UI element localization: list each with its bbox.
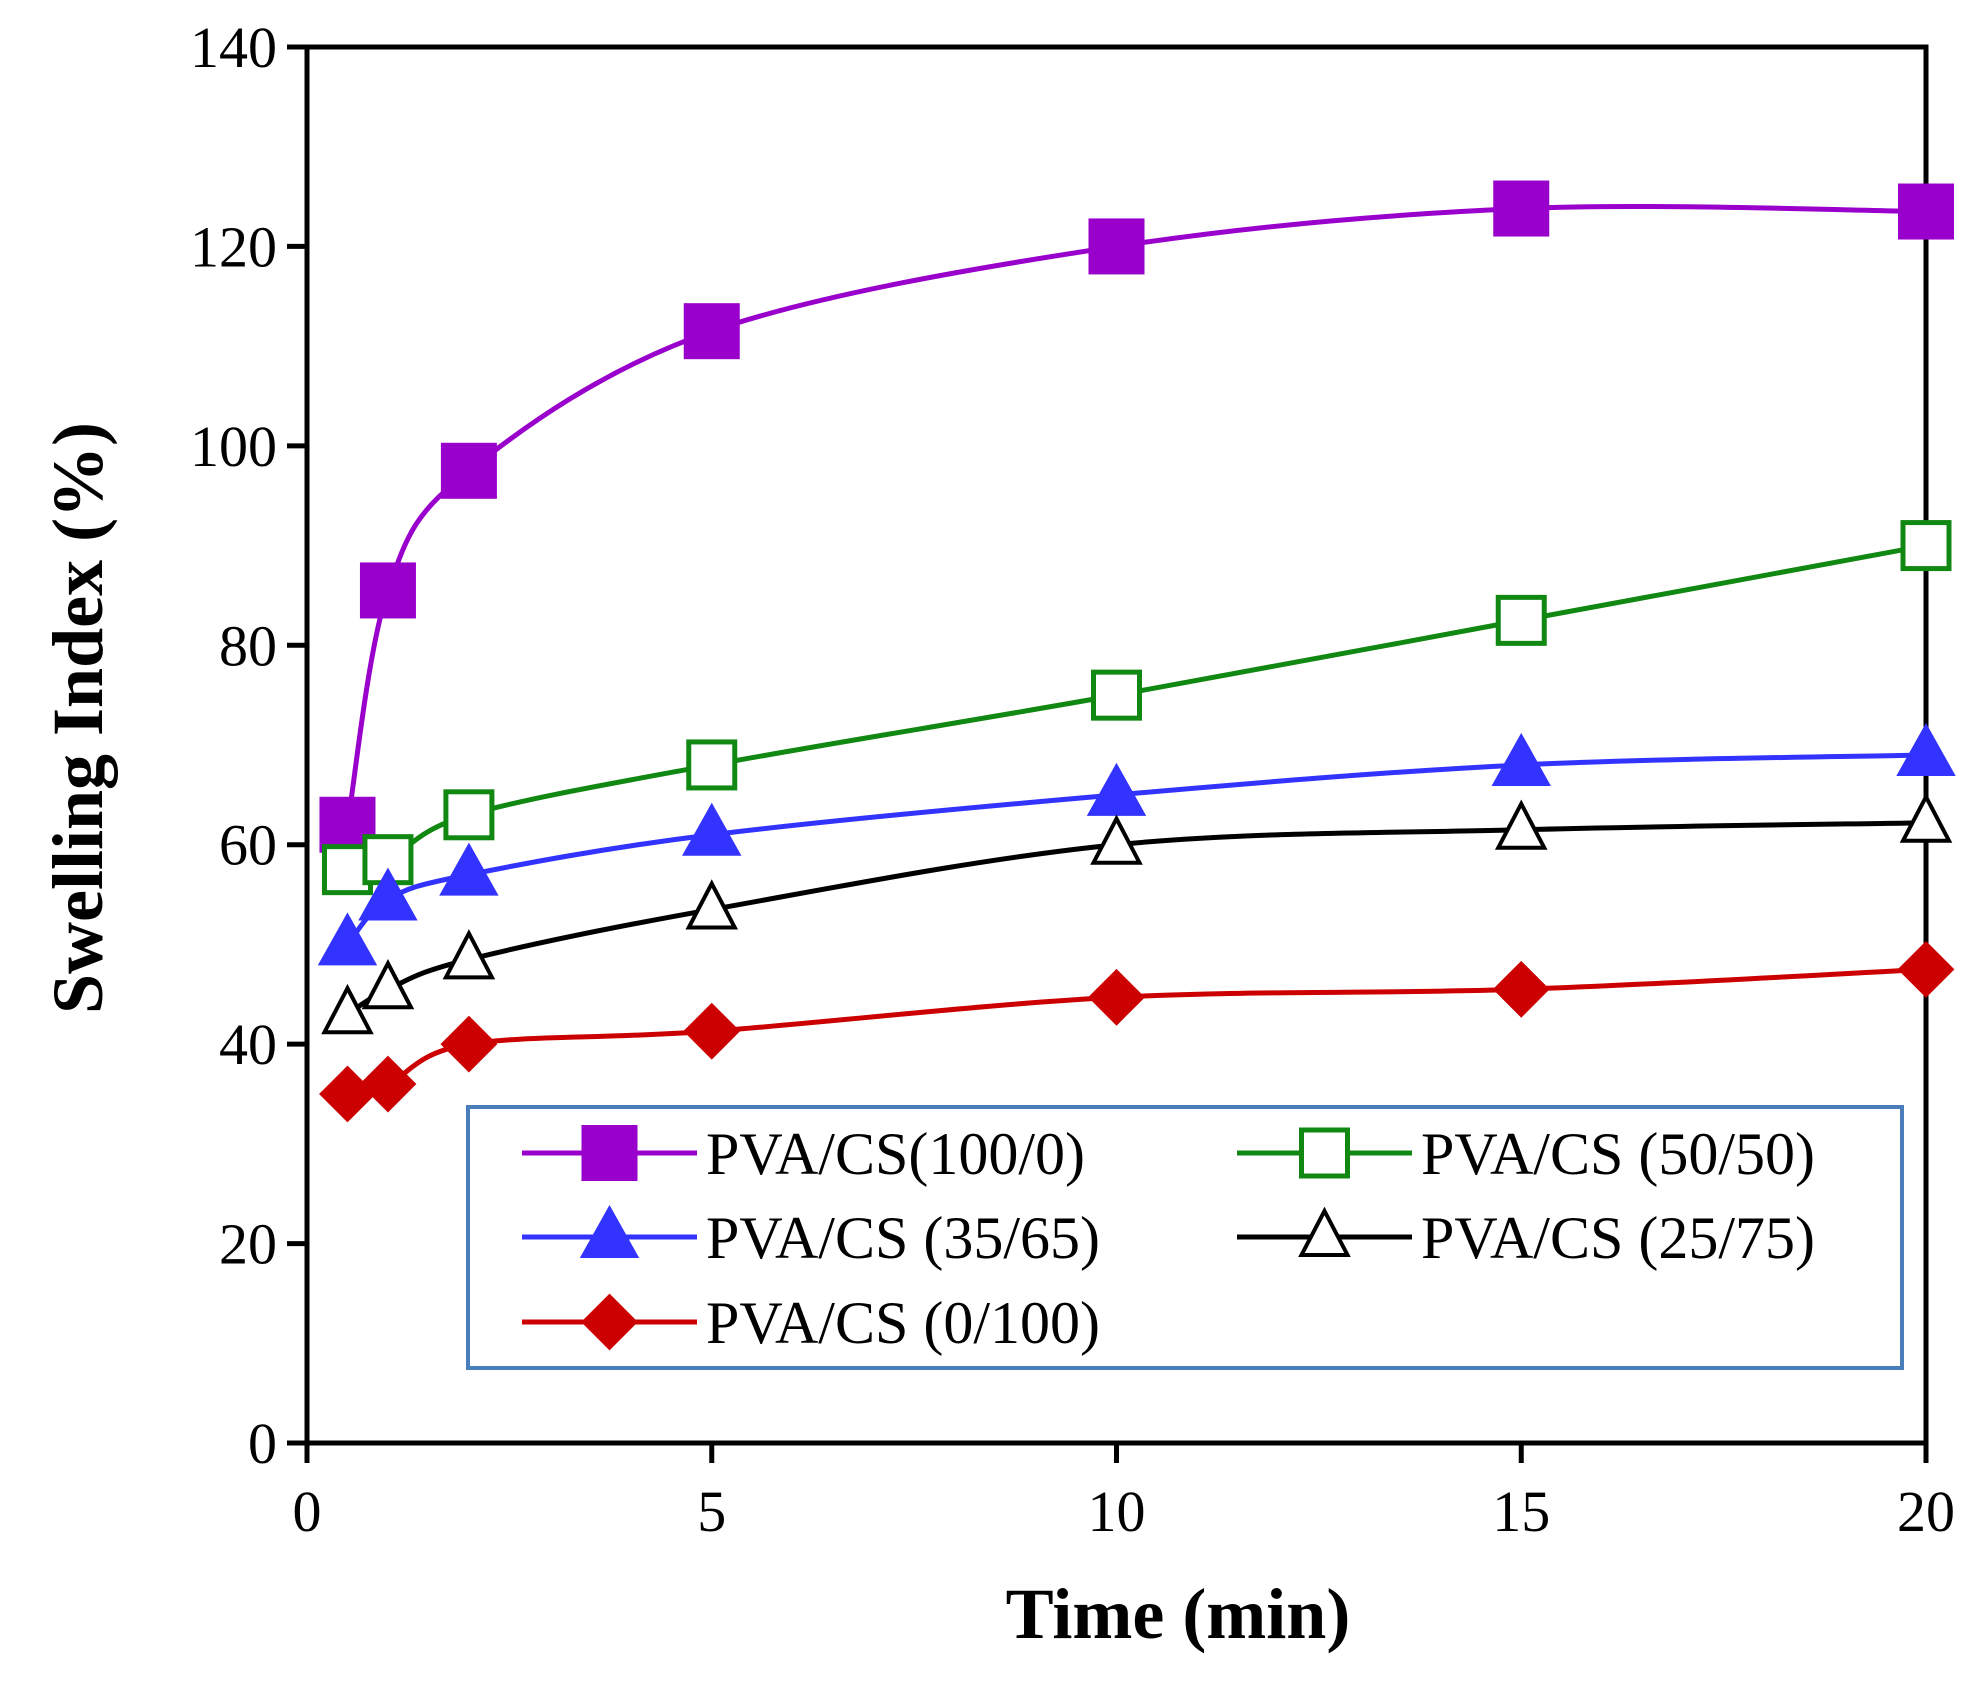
series-line bbox=[346, 966, 1927, 1097]
data-point bbox=[361, 958, 415, 1010]
data-point bbox=[439, 842, 499, 896]
legend-label: PVA/CS(100/0) bbox=[706, 1121, 1085, 1187]
data-point bbox=[442, 929, 496, 980]
legend-label: PVA/CS (50/50) bbox=[1421, 1121, 1815, 1187]
data-point bbox=[1086, 762, 1147, 816]
legend-label: PVA/CS (0/100) bbox=[706, 1290, 1100, 1356]
legend-item: PVA/CS (50/50) bbox=[1237, 1121, 1815, 1187]
data-point bbox=[1897, 940, 1955, 998]
series-1 bbox=[321, 520, 1952, 896]
y-tick-label: 120 bbox=[190, 214, 277, 279]
series-layer bbox=[317, 180, 1956, 1123]
data-point bbox=[1898, 183, 1954, 240]
data-point bbox=[1492, 960, 1550, 1018]
series-line bbox=[345, 752, 1927, 947]
data-point bbox=[683, 303, 740, 360]
legend-marker bbox=[579, 1204, 640, 1258]
data-point bbox=[317, 912, 378, 966]
legend-marker bbox=[581, 1293, 638, 1351]
data-point bbox=[443, 789, 495, 841]
data-point bbox=[683, 1002, 741, 1060]
x-tick-label: 5 bbox=[697, 1479, 726, 1544]
legend-label: PVA/CS (35/65) bbox=[706, 1205, 1100, 1271]
data-point bbox=[1091, 669, 1142, 721]
series-4 bbox=[319, 940, 1955, 1123]
data-point bbox=[359, 1055, 417, 1113]
y-tick-label: 40 bbox=[219, 1012, 277, 1077]
legend-label: PVA/CS (25/75) bbox=[1421, 1205, 1815, 1271]
x-tick-label: 20 bbox=[1897, 1479, 1955, 1544]
y-tick-label: 0 bbox=[248, 1411, 277, 1476]
legend-item: PVA/CS(100/0) bbox=[522, 1121, 1085, 1187]
data-point bbox=[321, 983, 374, 1035]
data-point bbox=[1493, 180, 1550, 237]
y-axis-title: Swelling Index (%) bbox=[38, 422, 118, 1014]
y-tick-label: 80 bbox=[219, 613, 277, 678]
data-point bbox=[1491, 732, 1551, 786]
data-point bbox=[362, 834, 414, 886]
data-point bbox=[1088, 968, 1145, 1026]
legend-item: PVA/CS (0/100) bbox=[522, 1290, 1100, 1356]
data-point bbox=[440, 442, 497, 499]
x-tick-label: 15 bbox=[1492, 1479, 1550, 1544]
legend-marker bbox=[1299, 1127, 1350, 1179]
y-axis-ticks: 0 20 40 60 80 100 120 140 bbox=[190, 15, 307, 1476]
data-point bbox=[358, 867, 418, 921]
legend-marker bbox=[581, 1125, 638, 1181]
x-axis-title: Time (min) bbox=[1006, 1574, 1351, 1654]
series-line bbox=[346, 820, 1927, 1017]
series-0 bbox=[319, 180, 1954, 853]
data-point bbox=[1494, 799, 1548, 850]
data-point bbox=[1090, 814, 1143, 865]
x-tick-label: 0 bbox=[293, 1479, 322, 1544]
legend: PVA/CS(100/0) PVA/CS (50/50) PVA/CS (35/65… bbox=[466, 1105, 1904, 1370]
data-point bbox=[1899, 792, 1953, 843]
data-point bbox=[1088, 218, 1145, 275]
data-point bbox=[1900, 520, 1952, 572]
data-point bbox=[682, 802, 742, 856]
y-tick-label: 60 bbox=[219, 813, 277, 878]
x-axis-ticks: 0 5 10 15 20 bbox=[293, 1443, 1955, 1544]
series-line bbox=[345, 203, 1927, 826]
data-point bbox=[685, 879, 739, 930]
legend-item: PVA/CS (25/75) bbox=[1237, 1205, 1815, 1271]
y-tick-label: 140 bbox=[190, 15, 277, 80]
legend-marker bbox=[1298, 1206, 1351, 1257]
legend-box bbox=[466, 1105, 1904, 1370]
data-point bbox=[319, 796, 376, 853]
data-point bbox=[1896, 722, 1956, 776]
data-point bbox=[359, 562, 416, 619]
series-3 bbox=[321, 792, 1953, 1035]
data-point bbox=[319, 1065, 376, 1123]
data-point bbox=[1495, 594, 1547, 646]
legend-item: PVA/CS (35/65) bbox=[522, 1204, 1100, 1271]
series-line bbox=[346, 543, 1927, 873]
data-point bbox=[686, 739, 738, 791]
y-tick-label: 20 bbox=[219, 1212, 277, 1277]
x-tick-label: 10 bbox=[1088, 1479, 1146, 1544]
y-tick-label: 100 bbox=[190, 414, 277, 479]
data-point bbox=[440, 1015, 498, 1073]
